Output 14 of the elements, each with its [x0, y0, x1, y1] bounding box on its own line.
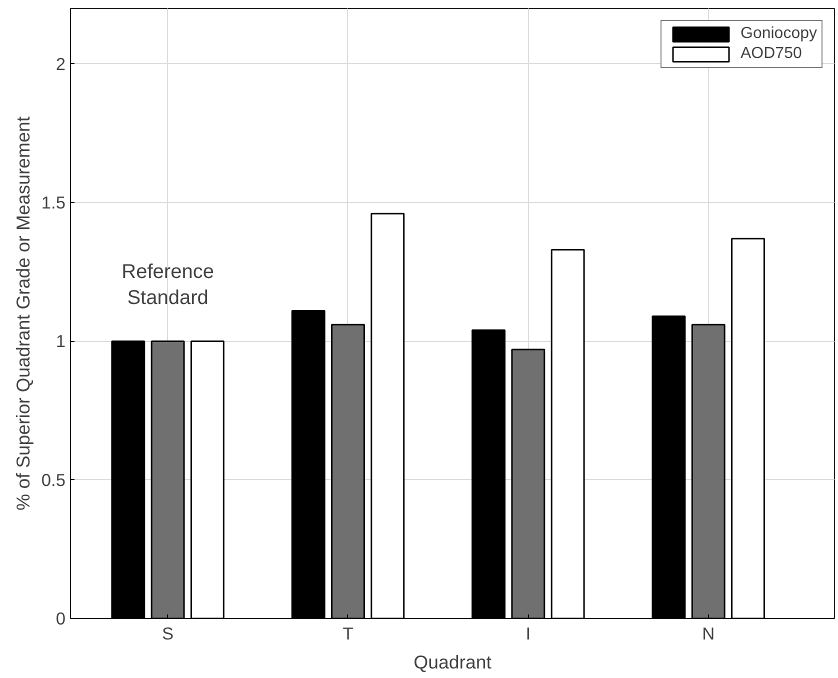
x-tick-label: I: [526, 624, 531, 644]
x-tick-label: N: [702, 624, 715, 644]
y-tick-label: 2: [56, 54, 66, 74]
y-axis-title: % of Superior Quadrant Grade or Measurement: [12, 116, 34, 511]
legend-label: Goniocopy: [740, 25, 817, 43]
y-tick-label: 1: [56, 331, 66, 352]
annotation: Reference Standard: [122, 260, 214, 310]
x-tick-label: T: [342, 624, 354, 644]
y-tick-label: 0: [56, 608, 66, 628]
legend-label: AOD750: [740, 45, 802, 63]
x-axis-title: Quadrant: [414, 652, 492, 672]
x-tick-label: S: [162, 624, 174, 644]
y-tick-label: 0.5: [41, 470, 66, 490]
y-tick-label: 1.5: [41, 192, 66, 213]
